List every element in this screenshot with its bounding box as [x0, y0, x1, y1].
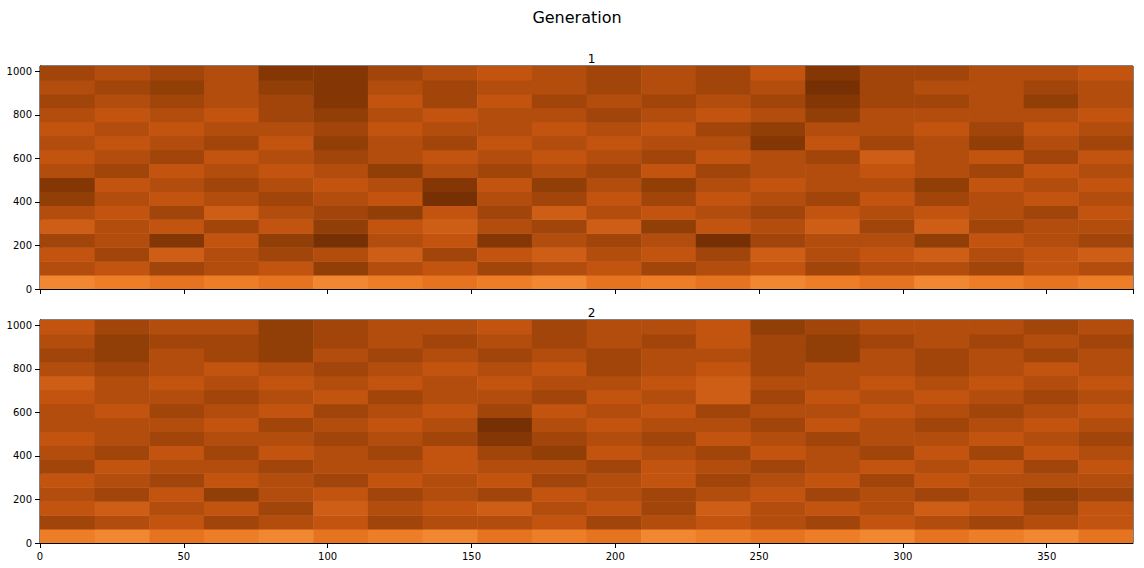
svg-text:800: 800: [13, 109, 32, 120]
svg-text:0: 0: [37, 551, 43, 562]
svg-text:250: 250: [750, 551, 769, 562]
svg-text:1000: 1000: [7, 320, 32, 331]
svg-text:600: 600: [13, 407, 32, 418]
svg-text:200: 200: [606, 551, 625, 562]
svg-text:400: 400: [13, 196, 32, 207]
svg-text:0: 0: [26, 538, 32, 549]
svg-text:1000: 1000: [7, 66, 32, 77]
svg-text:50: 50: [177, 551, 190, 562]
svg-text:400: 400: [13, 450, 32, 461]
svg-text:350: 350: [1037, 551, 1056, 562]
svg-text:300: 300: [893, 551, 912, 562]
svg-text:800: 800: [13, 363, 32, 374]
svg-text:200: 200: [13, 240, 32, 251]
svg-text:2: 2: [588, 306, 596, 320]
svg-text:600: 600: [13, 153, 32, 164]
svg-text:0: 0: [26, 284, 32, 295]
svg-text:150: 150: [462, 551, 481, 562]
svg-text:200: 200: [13, 494, 32, 505]
svg-text:100: 100: [318, 551, 337, 562]
svg-text:1: 1: [588, 52, 596, 66]
svg-text:Generation: Generation: [532, 8, 621, 27]
